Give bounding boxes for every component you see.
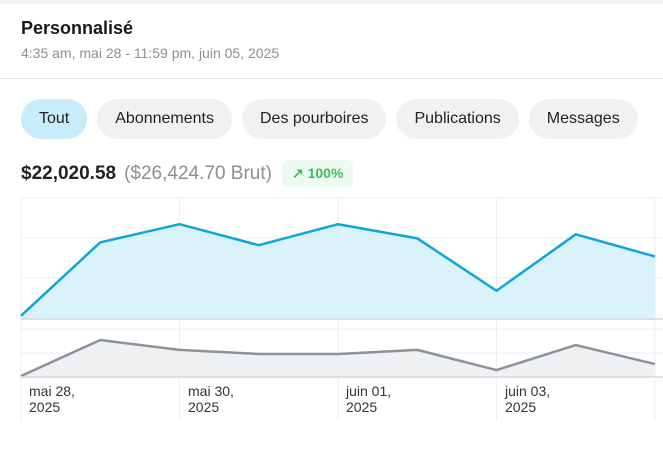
x-label: juin 01, 2025 bbox=[346, 383, 391, 415]
x-label-year: 2025 bbox=[346, 399, 378, 415]
x-label-year: 2025 bbox=[29, 399, 61, 415]
tab-messages[interactable]: Messages bbox=[528, 99, 638, 139]
x-label-date: juin 01, bbox=[346, 383, 392, 399]
x-label-year: 2025 bbox=[188, 399, 220, 415]
net-amount: $22,020.58 bbox=[21, 162, 117, 184]
count-line bbox=[20, 338, 656, 378]
tab-tips[interactable]: Des pourboires bbox=[241, 99, 387, 139]
tab-subscriptions[interactable]: Abonnements bbox=[97, 99, 232, 139]
change-badge: ↗ 100% bbox=[281, 160, 354, 187]
gross-amount: ($26,424.70 Brut) bbox=[124, 162, 272, 184]
x-label-date: mai 28, bbox=[29, 383, 75, 399]
filter-tabs: Tout Abonnements Des pourboires Publicat… bbox=[21, 99, 638, 139]
divider bbox=[0, 78, 663, 79]
x-label: juin 03, 2025 bbox=[505, 383, 550, 415]
x-label-date: mai 30, bbox=[188, 383, 234, 399]
x-label-year: 2025 bbox=[505, 399, 537, 415]
top-bar bbox=[0, 0, 663, 4]
date-range[interactable]: 4:35 am, mai 28 - 11:59 pm, juin 05, 202… bbox=[21, 45, 280, 61]
page-title: Personnalisé bbox=[21, 18, 134, 38]
totals: $22,020.58 ($26,424.70 Brut) ↗ 100% bbox=[21, 160, 354, 187]
earnings-line bbox=[20, 222, 656, 317]
x-label: mai 28, 2025 bbox=[29, 383, 75, 415]
tab-posts[interactable]: Publications bbox=[396, 99, 519, 139]
earnings-area bbox=[21, 224, 655, 319]
tab-all[interactable]: Tout bbox=[21, 99, 88, 139]
x-label-date: juin 03, bbox=[505, 383, 551, 399]
count-area bbox=[21, 340, 655, 377]
x-label: mai 30, 2025 bbox=[188, 383, 234, 415]
